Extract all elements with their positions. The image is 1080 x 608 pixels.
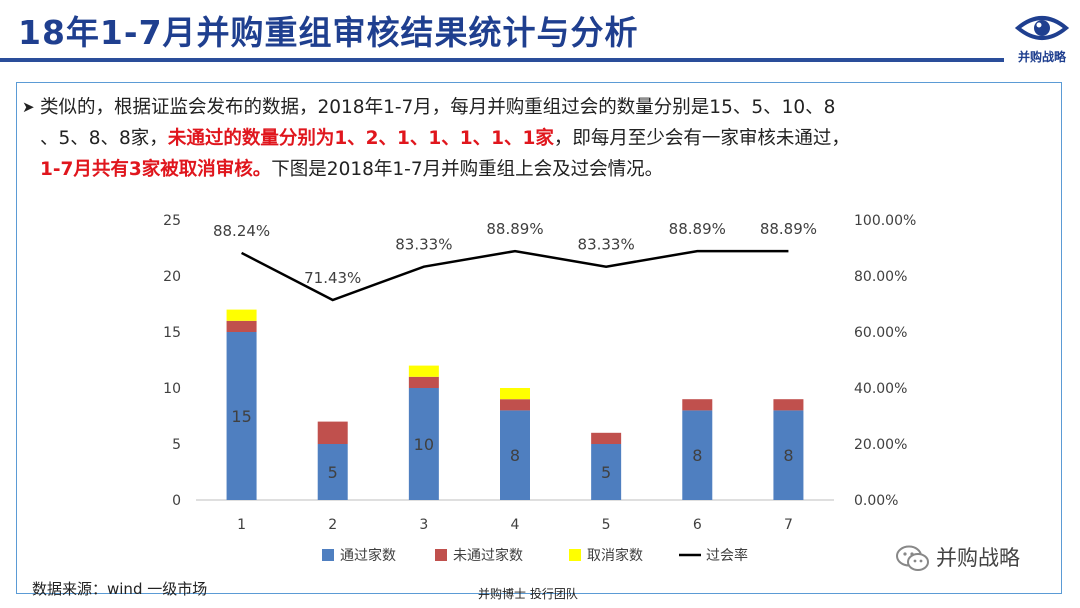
bar-passed (773, 410, 804, 500)
legend-label: 过会率 (706, 547, 748, 564)
line3-part-b: 下图是2018年1-7月并购重组上会及过会情况。 (271, 159, 664, 180)
y2-tick-label: 80.00% (854, 269, 907, 285)
pass-rate-line (240, 249, 789, 302)
wechat-icon (896, 545, 929, 571)
rate-label: 88.24% (213, 222, 270, 240)
wechat-label: 并购战略 (936, 546, 1020, 570)
bar-passed (408, 388, 439, 500)
bar-cancelled (408, 365, 439, 377)
logo-label: 并购战略 (1017, 50, 1066, 64)
rate-label: 83.33% (395, 236, 452, 254)
eye-icon (1014, 16, 1070, 40)
bullet-paragraph: ➤ 类似的，根据证监会发布的数据，2018年1-7月，每月并购重组过会的数量分别… (22, 92, 1050, 185)
bar-passed (682, 410, 713, 500)
bar-value-label: 8 (510, 446, 520, 465)
content-box (16, 82, 1062, 594)
bar-rejected (773, 399, 804, 411)
rate-label: 88.89% (486, 220, 543, 238)
bar-value-label: 8 (783, 446, 793, 465)
legend-swatch (569, 549, 581, 561)
paragraph-line-3: 1-7月共有3家被取消审核。下图是2018年1-7月并购重组上会及过会情况。 (40, 154, 1050, 185)
bar-rejected (408, 376, 439, 388)
data-source: 数据来源：wind 一级市场 (32, 580, 208, 598)
y-tick-label: 10 (163, 381, 181, 397)
x-tick-label: 3 (419, 517, 428, 533)
bar-cancelled (226, 309, 257, 321)
page-title: 18年1-7月并购重组审核结果统计与分析 (18, 13, 639, 52)
x-tick-label: 1 (237, 517, 246, 533)
bar-passed (317, 444, 348, 500)
y2-tick-label: 0.00% (854, 493, 898, 509)
bar-rejected (591, 432, 622, 444)
line3-highlight: 1-7月共有3家被取消审核。 (40, 159, 272, 180)
bar-rejected (226, 320, 257, 332)
rate-label: 71.43% (304, 269, 361, 287)
line2-highlight: 未通过的数量分别为1、2、1、1、1、1、1家 (167, 128, 554, 149)
bar-cancelled (500, 388, 530, 400)
y2-tick-label: 60.00% (854, 325, 907, 341)
x-tick-label: 7 (784, 517, 793, 533)
bar-passed (500, 410, 530, 500)
x-tick-label: 4 (511, 517, 520, 533)
legend-label: 取消家数 (587, 547, 643, 564)
y-tick-label: 5 (172, 437, 181, 453)
bar-value-label: 8 (692, 446, 702, 465)
legend-label: 通过家数 (340, 547, 396, 564)
bar-value-label: 10 (414, 435, 434, 454)
x-tick-label: 6 (693, 517, 702, 533)
legend-swatch (322, 549, 334, 561)
bullet-arrow-icon: ➤ (22, 98, 35, 116)
y-tick-label: 0 (172, 493, 181, 509)
bar-rejected (317, 421, 348, 444)
bar-value-label: 5 (601, 463, 611, 482)
x-tick-label: 5 (602, 517, 611, 533)
rate-label: 83.33% (578, 236, 635, 254)
paragraph-line-1: 类似的，根据证监会发布的数据，2018年1-7月，每月并购重组过会的数量分别是1… (40, 97, 836, 118)
legend-label: 未通过家数 (453, 547, 523, 564)
rate-label: 88.89% (760, 220, 817, 238)
y-tick-label: 20 (163, 269, 181, 285)
title-underline (0, 58, 1004, 62)
bar-rejected (682, 399, 713, 411)
rate-label: 88.89% (669, 220, 726, 238)
footer-team: 并购博士 投行团队 (478, 587, 578, 601)
bar-passed (591, 444, 622, 500)
paragraph-line-2: 、5、8、8家，未通过的数量分别为1、2、1、1、1、1、1家，即每月至少会有一… (40, 123, 1050, 154)
bar-passed (226, 332, 257, 500)
y2-tick-label: 40.00% (854, 381, 907, 397)
line2-part-a: 、5、8、8家， (40, 128, 168, 149)
line2-part-c: ，即每月至少会有一家审核未通过， (553, 128, 850, 149)
y2-tick-label: 100.00% (854, 213, 916, 229)
wechat-badge: 并购战略 (896, 542, 1020, 573)
bar-value-label: 15 (231, 407, 251, 426)
y-tick-label: 25 (163, 213, 181, 229)
y-tick-label: 15 (163, 325, 181, 341)
bar-value-label: 5 (328, 463, 338, 482)
x-tick-label: 2 (328, 517, 337, 533)
brand-logo: 并购战略 (1010, 8, 1074, 68)
legend-swatch (435, 549, 447, 561)
y2-tick-label: 20.00% (854, 437, 907, 453)
bar-rejected (500, 399, 530, 411)
